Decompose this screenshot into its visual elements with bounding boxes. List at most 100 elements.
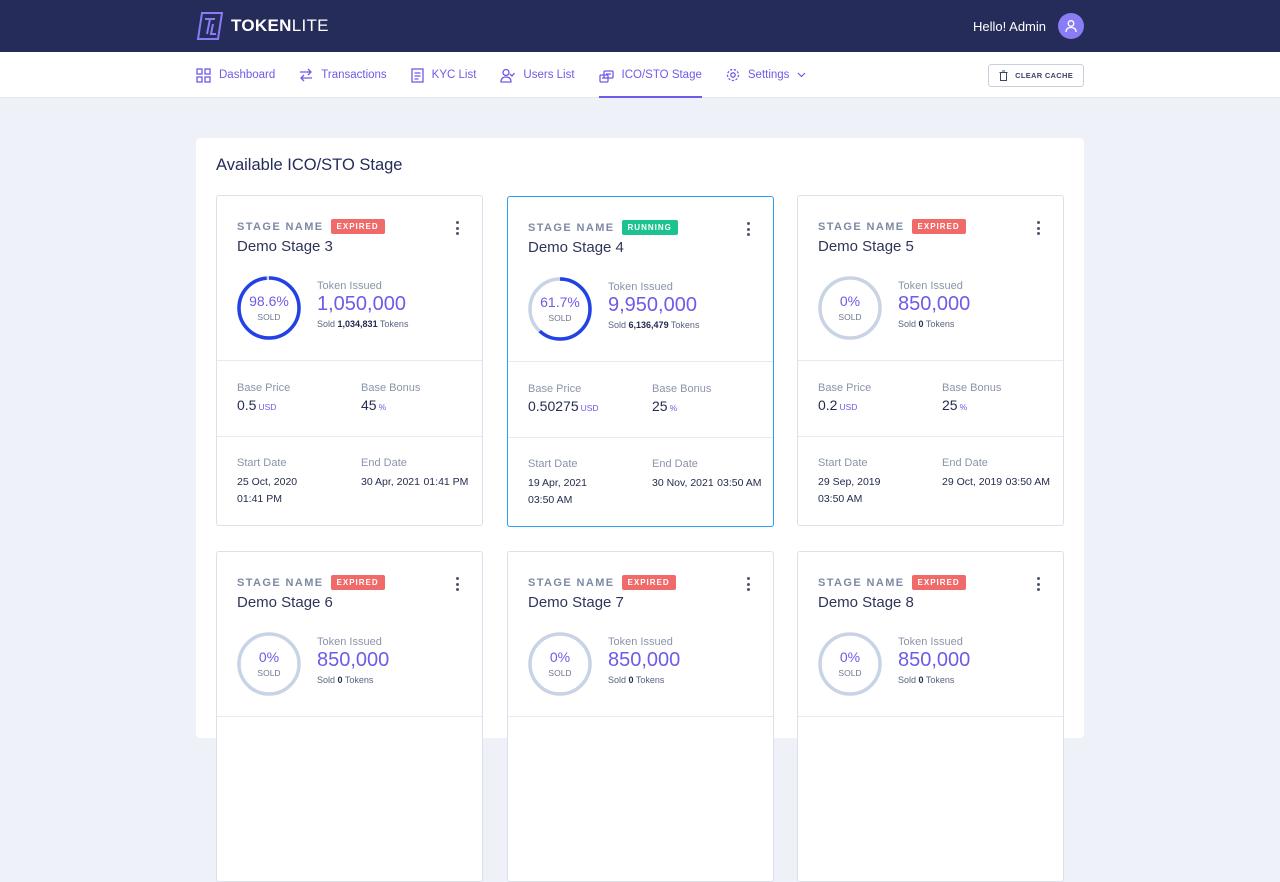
sold-progress-ring: 0% SOLD — [816, 274, 884, 342]
more-options-icon[interactable] — [454, 221, 460, 235]
nav-label: Transactions — [321, 69, 387, 81]
more-options-icon[interactable] — [1035, 221, 1041, 235]
sold-label: SOLD — [838, 312, 862, 322]
stage-name-label-row: STAGE NAME EXPIRED — [818, 219, 1043, 234]
start-date: Start Date 19 Apr, 2021 03:50 AM — [528, 458, 587, 506]
card-divider — [508, 437, 773, 438]
more-options-icon[interactable] — [454, 577, 460, 591]
progress-ring-icon — [528, 277, 592, 341]
sold-progress-ring: 0% SOLD — [526, 630, 594, 698]
user-menu[interactable]: Hello! Admin — [973, 13, 1084, 39]
main-nav: Dashboard Transactions KYC List Users Li… — [196, 52, 830, 98]
nav-item-transactions[interactable]: Transactions — [299, 52, 387, 98]
nav-item-kyc-list[interactable]: KYC List — [411, 52, 477, 98]
nav-item-users-list[interactable]: Users List — [500, 52, 575, 98]
users-icon — [500, 68, 516, 83]
start-date: Start Date 29 Sep, 2019 03:50 AM — [818, 457, 881, 505]
sold-label: SOLD — [548, 668, 572, 678]
clear-cache-button[interactable]: CLEAR CACHE — [988, 64, 1084, 87]
nav-bar: Dashboard Transactions KYC List Users Li… — [0, 52, 1280, 98]
nav-label: Dashboard — [219, 69, 276, 81]
sold-progress-ring: 0% SOLD — [816, 630, 884, 698]
nav-label: Users List — [523, 69, 575, 81]
stage-name-label: STAGE NAME — [528, 576, 615, 589]
token-issued-label: Token Issued — [608, 636, 673, 648]
stage-card-header: STAGE NAME EXPIRED Demo Stage 8 — [818, 575, 1043, 611]
stage-name-label: STAGE NAME — [237, 220, 324, 233]
progress-ring-icon — [528, 632, 592, 696]
stage-name: Demo Stage 4 — [528, 239, 624, 256]
brand-name: TOKENLITE — [231, 16, 329, 35]
tokens-sold-text: Sold 1,034,831 Tokens — [317, 319, 409, 329]
tokens-sold-text: Sold 0 Tokens — [317, 675, 374, 685]
token-issued-label: Token Issued — [317, 636, 382, 648]
stages-panel: Available ICO/STO Stage STAGE NAME EXPIR… — [196, 138, 1084, 882]
stage-name-label: STAGE NAME — [528, 221, 615, 234]
start-date: Start Date 25 Oct, 2020 01:41 PM — [237, 457, 298, 505]
page-title: Available ICO/STO Stage — [216, 156, 403, 174]
user-icon — [1065, 20, 1077, 33]
stage-card-demo-stage-6[interactable]: STAGE NAME EXPIRED Demo Stage 6 0% SOLD … — [216, 551, 483, 882]
nav-label: Settings — [747, 69, 790, 81]
stage-name-label: STAGE NAME — [818, 576, 905, 589]
token-issued-label: Token Issued — [608, 281, 673, 293]
stage-card-demo-stage-8[interactable]: STAGE NAME EXPIRED Demo Stage 8 0% SOLD … — [797, 551, 1064, 882]
token-issued-value: 850,000 — [317, 649, 390, 671]
progress-ring-icon — [237, 632, 301, 696]
progress-ring-icon — [237, 276, 301, 340]
brand-logo[interactable]: TOKENLITE — [196, 11, 329, 41]
sold-percentage: 0% — [839, 649, 861, 665]
stage-card-header: STAGE NAME RUNNING Demo Stage 4 — [528, 220, 753, 256]
user-greeting: Hello! Admin — [973, 18, 1046, 34]
token-issued-value: 9,950,000 — [608, 294, 697, 316]
stage-name-label-row: STAGE NAME EXPIRED — [528, 575, 753, 590]
nav-label: ICO/STO Stage — [621, 69, 702, 81]
document-icon — [411, 67, 424, 83]
stage-card-header: STAGE NAME EXPIRED Demo Stage 3 — [237, 219, 462, 255]
sold-percentage: 61.7% — [540, 294, 580, 310]
stage-card-demo-stage-5[interactable]: STAGE NAME EXPIRED Demo Stage 5 0% SOLD … — [797, 195, 1064, 526]
stage-name-label-row: STAGE NAME EXPIRED — [237, 575, 462, 590]
token-issued-value: 850,000 — [898, 649, 971, 671]
stage-card-header: STAGE NAME EXPIRED Demo Stage 7 — [528, 575, 753, 611]
stage-name-label-row: STAGE NAME EXPIRED — [818, 575, 1043, 590]
more-options-icon[interactable] — [1035, 577, 1041, 591]
card-divider — [798, 360, 1063, 361]
nav-item-settings[interactable]: Settings — [726, 52, 807, 98]
avatar[interactable] — [1058, 13, 1084, 39]
token-issued-label: Token Issued — [317, 280, 382, 292]
tokens-sold-text: Sold 6,136,479 Tokens — [608, 320, 700, 330]
sold-percentage: 0% — [549, 649, 571, 665]
stage-card-demo-stage-7[interactable]: STAGE NAME EXPIRED Demo Stage 7 0% SOLD … — [507, 551, 774, 882]
top-bar: TOKENLITE Hello! Admin — [0, 0, 1280, 52]
sold-progress-ring: 98.6% SOLD — [235, 274, 303, 342]
sold-label: SOLD — [257, 668, 281, 678]
status-badge: RUNNING — [621, 220, 678, 235]
stage-card-demo-stage-3[interactable]: STAGE NAME EXPIRED Demo Stage 3 98.6% SO… — [216, 195, 483, 526]
stage-name: Demo Stage 6 — [237, 594, 333, 611]
end-date: End Date 29 Oct, 2019 03:50 AM — [942, 457, 1050, 488]
token-issued-label: Token Issued — [898, 280, 963, 292]
stage-card-demo-stage-4[interactable]: STAGE NAME RUNNING Demo Stage 4 61.7% SO… — [507, 196, 774, 527]
stage-name-label-row: STAGE NAME EXPIRED — [237, 219, 462, 234]
token-issued-block: Token Issued 9,950,000 Sold 6,136,479 To… — [608, 281, 699, 330]
sold-progress-ring: 61.7% SOLD — [526, 275, 594, 343]
sold-percentage: 0% — [258, 649, 280, 665]
status-badge: EXPIRED — [330, 575, 385, 590]
nav-label: KYC List — [431, 69, 477, 81]
card-divider — [798, 716, 1063, 717]
stage-name: Demo Stage 8 — [818, 594, 914, 611]
stage-name: Demo Stage 7 — [528, 594, 624, 611]
card-divider — [217, 436, 482, 437]
more-options-icon[interactable] — [745, 577, 751, 591]
card-divider — [508, 716, 773, 717]
status-badge: EXPIRED — [911, 575, 966, 590]
more-options-icon[interactable] — [745, 222, 751, 236]
token-issued-block: Token Issued 850,000 Sold 0 Tokens — [608, 636, 680, 685]
base-price: Base Price 0.5 USD — [237, 382, 291, 413]
nav-item-dashboard[interactable]: Dashboard — [196, 52, 275, 98]
dashboard-icon — [196, 67, 211, 83]
progress-ring-icon — [818, 276, 882, 340]
nav-item-ico-sto-stage[interactable]: ICO/STO Stage — [598, 52, 703, 98]
stage-name-label: STAGE NAME — [237, 576, 324, 589]
